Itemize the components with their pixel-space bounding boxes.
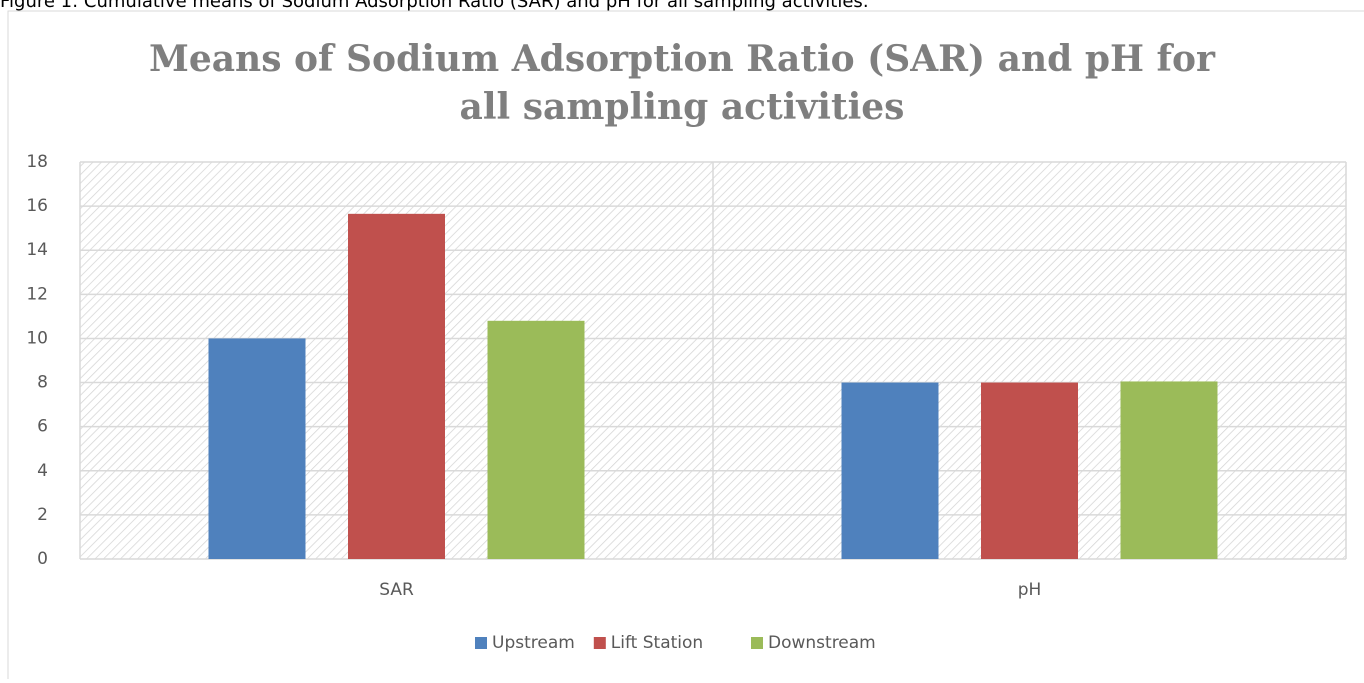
x-tick-label: pH xyxy=(1018,580,1042,600)
legend-swatch xyxy=(475,637,487,649)
bar xyxy=(487,320,585,559)
y-tick-label: 16 xyxy=(26,196,48,216)
chart-title: all sampling activities xyxy=(460,86,905,128)
y-tick-label: 12 xyxy=(26,284,48,304)
y-tick-label: 14 xyxy=(26,240,48,260)
y-tick-label: 2 xyxy=(37,505,48,525)
figure-caption: Figure 1: Cumulative means of Sodium Ads… xyxy=(0,0,869,12)
legend-label: Downstream xyxy=(768,633,876,653)
legend-label: Lift Station xyxy=(611,633,703,653)
bar xyxy=(981,382,1078,559)
legend-label: Upstream xyxy=(492,633,575,653)
y-tick-label: 18 xyxy=(26,152,48,172)
legend-swatch xyxy=(751,637,763,649)
legend-swatch xyxy=(593,637,606,649)
bar xyxy=(348,213,445,559)
bar xyxy=(208,338,306,559)
bar xyxy=(841,382,939,559)
bar xyxy=(1120,381,1218,559)
chart-title: Means of Sodium Adsorption Ratio (SAR) a… xyxy=(149,38,1216,80)
x-tick-label: SAR xyxy=(379,580,414,600)
y-tick-label: 6 xyxy=(37,417,48,437)
y-tick-label: 0 xyxy=(37,549,48,569)
y-tick-label: 10 xyxy=(26,328,48,348)
y-tick-label: 4 xyxy=(37,461,48,481)
y-tick-label: 8 xyxy=(37,373,48,393)
